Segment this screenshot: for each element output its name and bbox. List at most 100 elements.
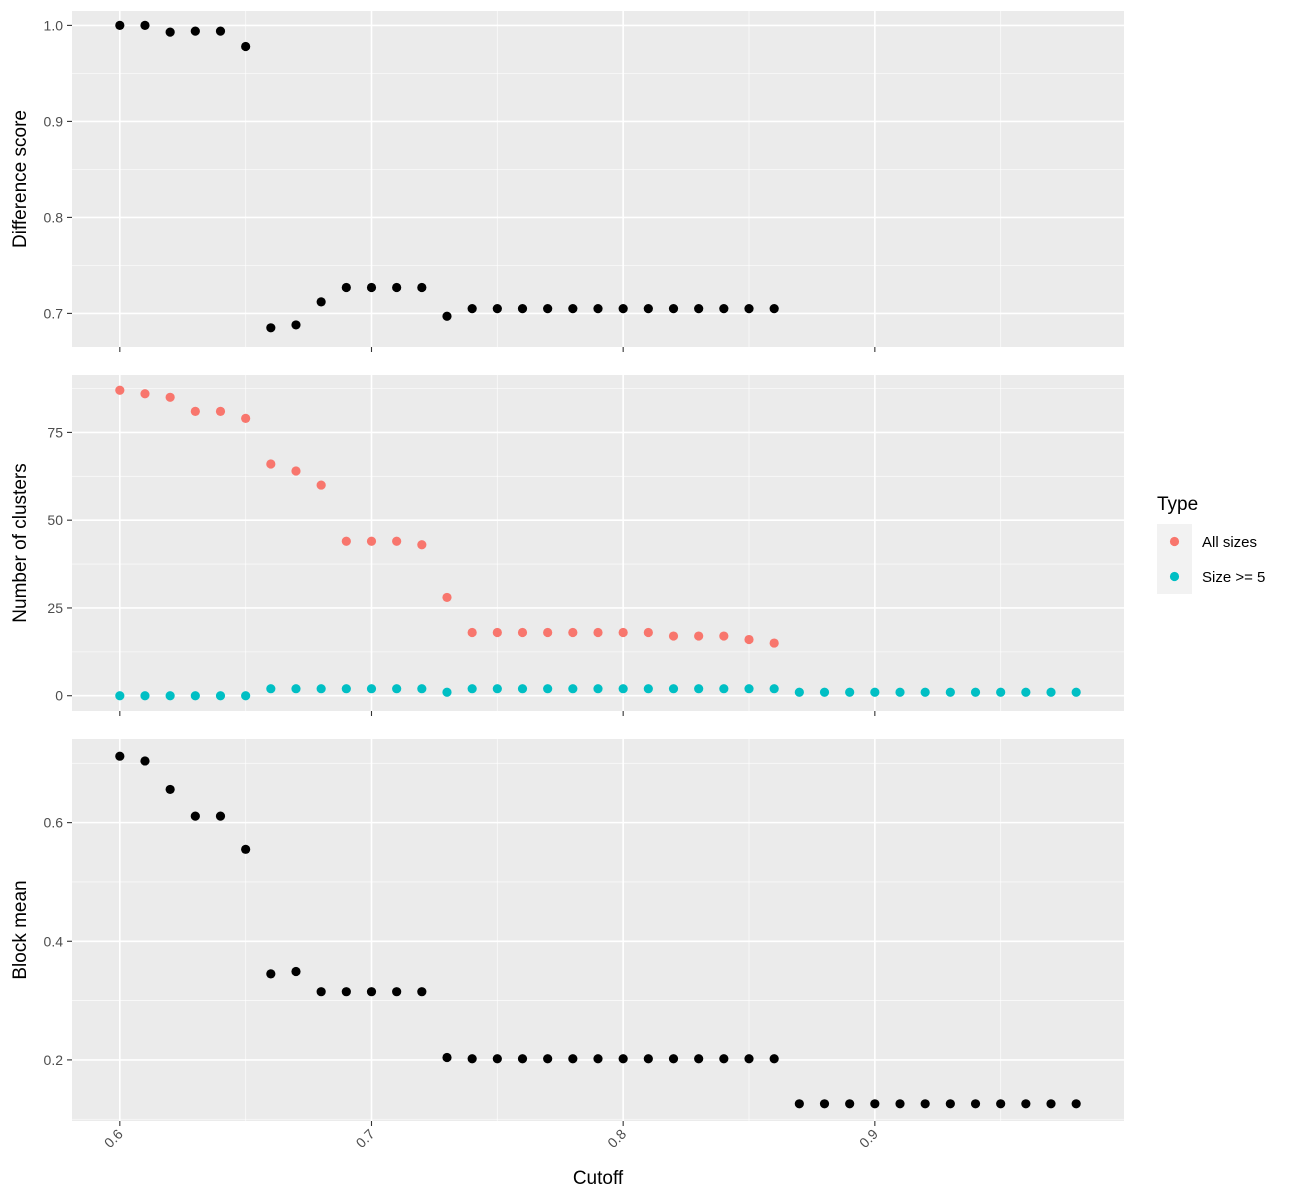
data-point: [970, 687, 981, 697]
chart-panels: 0.7 0.8 0.9 1.0 Difference score 0 25 50 75 Numbe…: [10, 11, 1124, 1126]
data-point: [694, 1054, 704, 1064]
data-point: [593, 304, 603, 314]
data-point: [1071, 687, 1081, 697]
data-point: [744, 1054, 754, 1064]
x-axis-title: Cutoff: [573, 1168, 624, 1189]
data-point: [517, 627, 528, 638]
legend-title: Type: [1157, 494, 1198, 515]
data-point: [744, 684, 754, 694]
data-point: [492, 684, 502, 694]
data-point: [845, 687, 855, 697]
data-point: [215, 406, 226, 416]
data-point: [593, 684, 603, 694]
y-tick-label: 0.9: [44, 113, 64, 129]
data-point: [392, 536, 402, 546]
legend-label: Size >= 5: [1202, 569, 1265, 586]
data-point: [643, 684, 653, 694]
data-point: [744, 304, 754, 314]
data-point: [417, 540, 427, 550]
data-point: [291, 684, 301, 694]
y-tick-label: 0.8: [44, 209, 64, 225]
data-point: [618, 684, 628, 694]
y-tick-label: 0.7: [44, 305, 64, 321]
data-point: [643, 304, 653, 314]
data-point: [316, 684, 326, 694]
data-point: [442, 1052, 452, 1063]
data-point: [694, 684, 704, 694]
y-axis-title: Difference score: [10, 110, 31, 248]
y-tick-label: 0.4: [44, 933, 64, 949]
data-point: [970, 1099, 981, 1109]
data-point: [643, 1054, 653, 1064]
data-point: [241, 844, 251, 854]
data-point: [115, 751, 125, 761]
data-point: [341, 684, 351, 694]
data-point: [719, 684, 729, 694]
data-point: [744, 634, 754, 645]
y-tick-label: 0.6: [44, 815, 64, 831]
y-tick-label: 75: [47, 424, 63, 440]
data-point: [945, 1099, 955, 1109]
data-point: [266, 323, 276, 333]
data-point: [291, 466, 301, 476]
data-point: [719, 631, 729, 641]
y-tick-label: 50: [47, 512, 63, 528]
data-point: [316, 297, 326, 307]
data-point: [241, 413, 251, 423]
data-point: [668, 304, 679, 314]
x-tick-label: 0.7: [353, 1126, 378, 1151]
data-point: [996, 687, 1006, 697]
series-1: [115, 20, 779, 333]
data-point: [190, 26, 200, 36]
data-point: [467, 627, 477, 638]
data-point: [568, 304, 578, 314]
data-point: [190, 406, 200, 416]
series-2: [115, 684, 1081, 701]
series-1: [115, 751, 1081, 1109]
data-point: [769, 638, 779, 648]
data-point: [1021, 687, 1031, 697]
data-point: [996, 1099, 1006, 1109]
data-point: [467, 684, 477, 694]
x-tick-label: 0.6: [101, 1126, 126, 1151]
panel-background: [72, 739, 1124, 1121]
data-point: [417, 987, 427, 997]
data-point: [568, 684, 578, 694]
data-point: [417, 282, 427, 293]
y-tick-label: 25: [47, 600, 63, 616]
data-point: [140, 691, 150, 701]
data-point: [543, 627, 553, 638]
data-point: [190, 811, 200, 821]
data-point: [794, 687, 804, 697]
legend-label: All sizes: [1202, 534, 1257, 551]
data-point: [115, 385, 125, 395]
data-point: [165, 691, 175, 701]
legend-item: Size >= 5: [1157, 559, 1265, 594]
data-point: [467, 304, 477, 314]
data-point: [366, 684, 377, 694]
data-point: [945, 687, 955, 697]
data-point: [392, 282, 402, 293]
data-point: [568, 627, 578, 638]
y-axis-title: Block mean: [10, 880, 31, 979]
data-point: [165, 27, 175, 37]
data-point: [694, 304, 704, 314]
data-point: [593, 1054, 603, 1064]
data-point: [492, 627, 502, 638]
data-point: [341, 987, 351, 997]
data-point: [845, 1099, 855, 1109]
data-point: [769, 304, 779, 314]
x-tick-label: 0.8: [604, 1126, 629, 1151]
data-point: [819, 1099, 830, 1109]
data-point: [316, 480, 326, 490]
panel-3: 0.2 0.4 0.6 Block mean: [10, 739, 1124, 1126]
data-point: [593, 627, 603, 638]
data-point: [668, 1054, 679, 1064]
legend-marker: [1169, 536, 1180, 547]
y-axis-title: Number of clusters: [10, 463, 31, 622]
data-point: [215, 811, 226, 821]
data-point: [920, 687, 930, 697]
y-tick-label: 1.0: [44, 17, 64, 33]
data-point: [1021, 1099, 1031, 1109]
